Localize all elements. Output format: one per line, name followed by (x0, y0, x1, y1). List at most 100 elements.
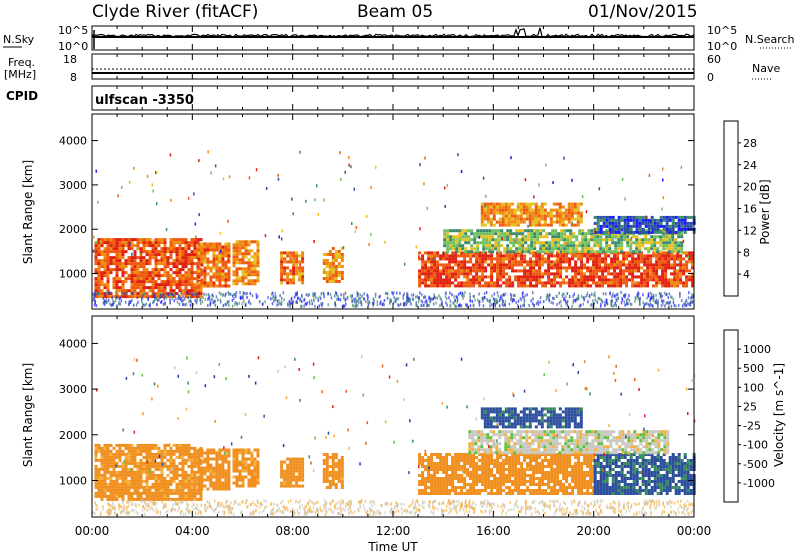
data-cell (415, 301, 417, 305)
data-cell (562, 281, 566, 285)
data-cell (138, 291, 141, 295)
data-cell (443, 232, 447, 236)
data-cell (516, 223, 520, 227)
data-cell (184, 452, 188, 456)
data-cell (497, 238, 501, 242)
data-cell (510, 156, 512, 160)
data-cell (667, 296, 669, 299)
data-cell (100, 479, 104, 483)
data-cell (186, 291, 188, 294)
data-cell (106, 446, 110, 450)
data-cell (596, 300, 599, 304)
data-cell (151, 455, 155, 459)
data-cell (112, 298, 114, 302)
data-cell (587, 232, 591, 236)
data-cell (536, 238, 540, 242)
data-cell (121, 295, 125, 299)
data-cell (520, 260, 524, 264)
data-cell (250, 264, 254, 268)
data-cell (106, 250, 110, 254)
data-cell (163, 446, 167, 450)
data-cell (244, 451, 248, 455)
data-cell (357, 298, 360, 302)
data-cell (557, 244, 561, 248)
data-cell (664, 251, 668, 255)
data-cell (160, 250, 164, 254)
data-cell (432, 297, 434, 301)
data-cell (418, 296, 420, 300)
data-cell (197, 251, 201, 255)
data-cell (604, 257, 608, 261)
data-cell (670, 263, 674, 267)
data-cell (200, 272, 204, 276)
data-cell (166, 467, 170, 471)
data-cell (115, 277, 119, 281)
data-cell (430, 257, 434, 261)
data-cell (169, 464, 173, 468)
data-cell (646, 254, 650, 258)
data-cell (640, 284, 644, 288)
data-cell (256, 478, 260, 482)
data-cell (120, 299, 123, 303)
data-cell (502, 275, 506, 279)
data-cell (538, 257, 542, 261)
data-cell (543, 217, 547, 221)
data-cell (193, 271, 197, 275)
data-cell (534, 217, 538, 221)
data-cell (238, 249, 242, 253)
data-cell (124, 238, 128, 242)
data-cell (217, 298, 219, 302)
data-cell (139, 250, 143, 254)
data-cell (175, 497, 179, 501)
data-cell (295, 254, 299, 258)
data-cell (178, 485, 182, 489)
data-cell (418, 462, 422, 465)
data-cell (218, 457, 222, 461)
data-cell (649, 272, 653, 276)
data-cell (428, 303, 430, 307)
data-cell (524, 229, 528, 233)
data-cell (234, 301, 237, 304)
data-cell (109, 271, 113, 275)
data-cell (181, 443, 185, 447)
data-cell (652, 263, 656, 267)
data-cell (224, 472, 228, 476)
data-cell (133, 470, 137, 474)
data-cell (163, 238, 167, 242)
data-cell (679, 257, 683, 261)
data-cell (522, 304, 524, 307)
data-cell (271, 302, 274, 306)
data-cell (118, 265, 122, 269)
data-cell (583, 298, 585, 302)
data-cell (403, 292, 405, 296)
data-cell (466, 281, 470, 285)
data-cell (421, 263, 425, 267)
data-cell (145, 238, 149, 242)
data-cell (160, 488, 164, 492)
data-cell (649, 257, 653, 261)
data-cell (322, 459, 326, 462)
data-cell (313, 240, 315, 243)
data-cell (518, 244, 522, 248)
data-cell (481, 269, 485, 273)
data-cell (681, 304, 684, 308)
data-cell (565, 301, 567, 305)
data-cell (502, 260, 506, 264)
data-cell (472, 278, 476, 282)
data-cell (573, 211, 577, 215)
data-cell (528, 202, 532, 206)
data-cell (106, 280, 110, 284)
data-cell (212, 272, 216, 276)
data-cell (132, 303, 135, 307)
data-cell (449, 244, 453, 248)
data-cell (118, 452, 122, 456)
data-cell (130, 241, 134, 245)
data-cell (328, 253, 332, 256)
data-cell (166, 452, 170, 456)
data-cell (659, 229, 663, 233)
data-cell (407, 296, 410, 300)
data-cell (308, 293, 310, 296)
data-cell (625, 257, 629, 261)
data-cell (271, 296, 274, 300)
data-cell (689, 303, 692, 307)
